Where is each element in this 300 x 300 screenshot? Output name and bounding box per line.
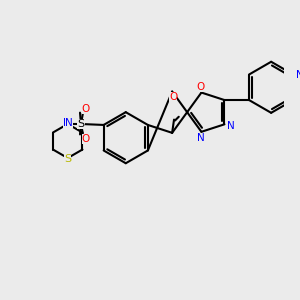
Text: S: S	[64, 154, 71, 164]
Text: N: N	[296, 70, 300, 80]
Text: O: O	[82, 134, 90, 144]
Text: O: O	[169, 92, 177, 102]
Text: S: S	[77, 119, 85, 129]
Text: O: O	[196, 82, 205, 92]
Text: O: O	[82, 104, 90, 114]
Text: N: N	[63, 118, 70, 128]
Text: N: N	[227, 121, 235, 131]
Text: N: N	[65, 118, 73, 128]
Text: N: N	[196, 134, 204, 143]
